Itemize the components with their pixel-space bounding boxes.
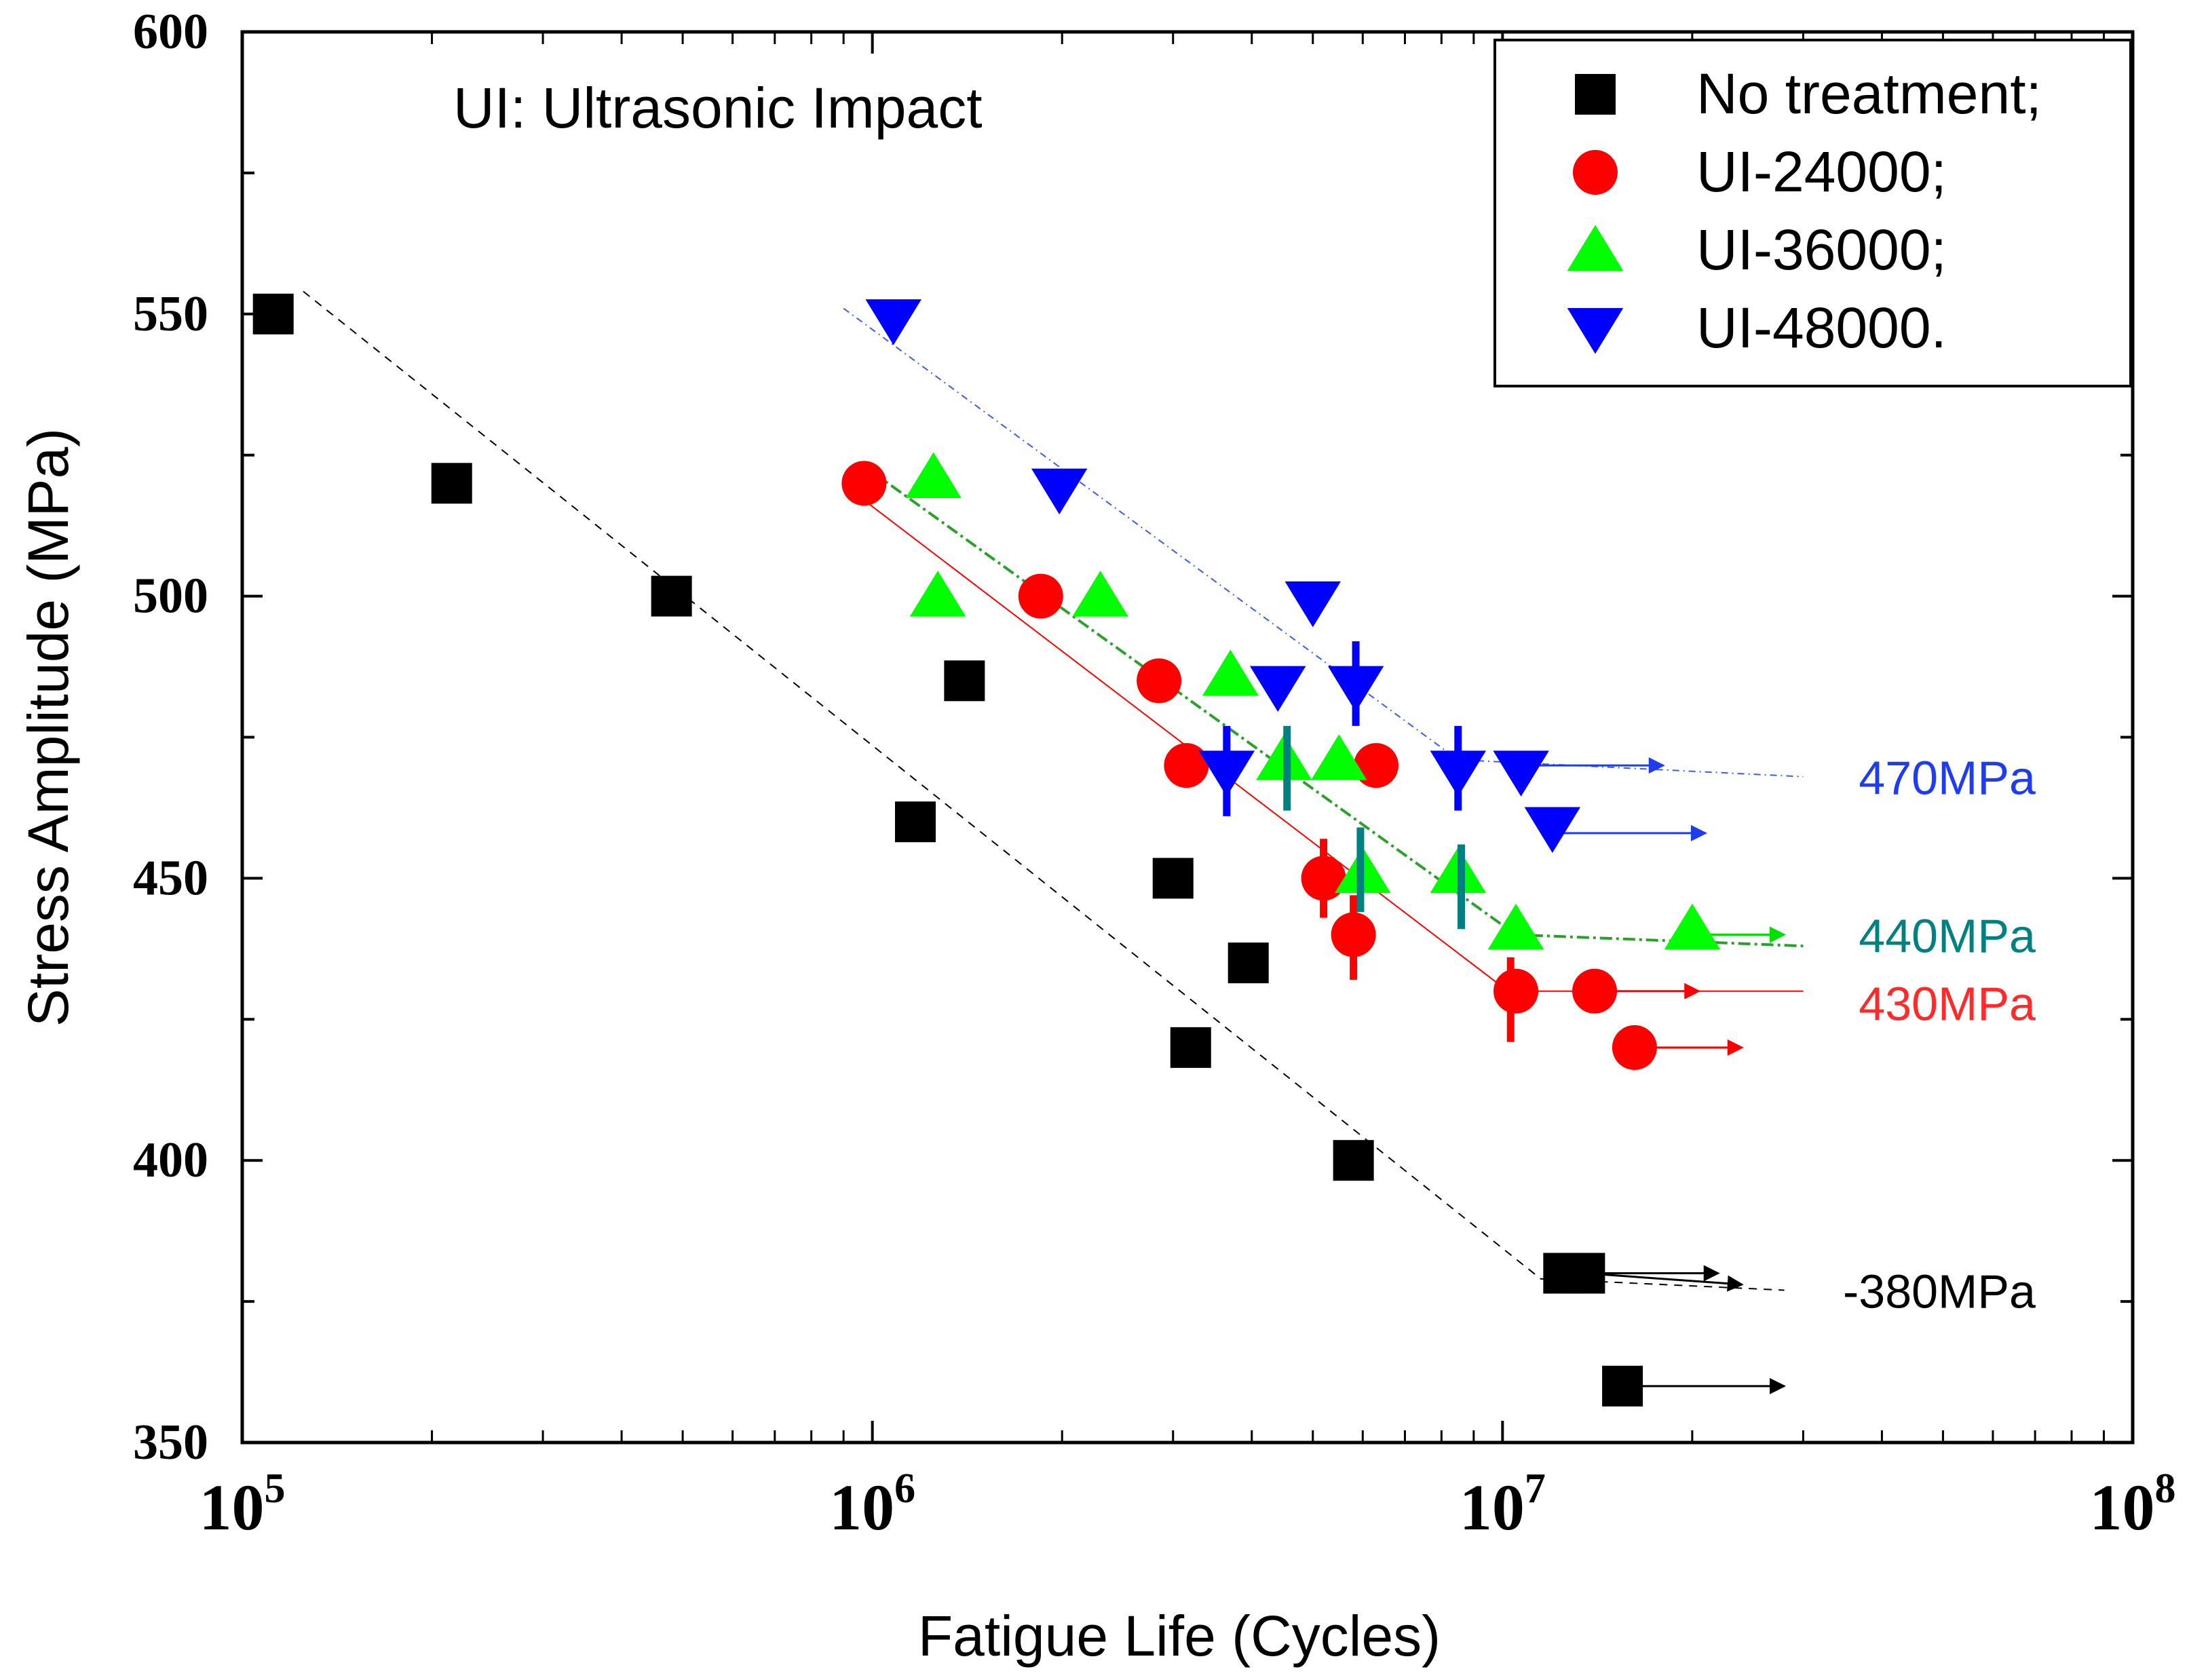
data-point-series-3: [1524, 807, 1581, 854]
x-tick-exponent: 7: [1525, 1466, 1546, 1512]
x-tick-exponent: 6: [894, 1466, 915, 1512]
x-tick-base: 10: [829, 1471, 894, 1544]
limit-labels-layer: -380MPa 430MPa 440MPa 470MPa: [1843, 752, 2036, 1318]
legend: No treatment; UI-24000; UI-36000; UI-48000.: [1493, 39, 2132, 387]
legend-entry-label: UI-24000;: [1696, 140, 1947, 204]
legend-marker: [1567, 308, 1624, 354]
limit-label: 470MPa: [1859, 752, 2036, 805]
data-point-series-2: [1310, 734, 1367, 780]
data-point-series-2: [905, 452, 962, 498]
data-point-series-1: [1164, 743, 1209, 788]
limit-label: 440MPa: [1859, 910, 2036, 963]
data-point-series-1: [1018, 573, 1063, 619]
data-point-series-0: [894, 801, 936, 843]
data-point-series-0: [1602, 1365, 1643, 1407]
data-point-series-3: [1493, 750, 1549, 797]
legend-entry-label: UI-36000;: [1696, 218, 1947, 282]
data-point-series-3: [1031, 468, 1088, 515]
x-axis-label: Fatigue Life (Cycles): [918, 1604, 1441, 1668]
data-point-series-3: [1284, 581, 1341, 628]
data-point-series-3: [865, 299, 921, 345]
data-point-series-2: [1664, 903, 1721, 950]
data-point-series-1: [1612, 1025, 1657, 1070]
legend-marker: [1575, 74, 1616, 115]
data-point-series-0: [1227, 942, 1269, 984]
y-tick-label: 450: [133, 850, 208, 906]
y-axis-label: Stress Amplitude (MPa): [16, 428, 80, 1027]
legend-entry-label: No treatment;: [1696, 62, 2042, 126]
data-point-series-1: [1493, 968, 1539, 1014]
y-tick-label: 350: [133, 1415, 208, 1470]
legend-marker: [1573, 150, 1618, 195]
limit-label: 430MPa: [1859, 977, 2036, 1030]
x-tick-base: 10: [199, 1471, 265, 1544]
chart-annotation: UI: Ultrasonic Impact: [453, 76, 983, 140]
limit-label: -380MPa: [1843, 1265, 2036, 1318]
x-tick-base: 10: [2090, 1471, 2155, 1544]
data-point-series-1: [1572, 968, 1618, 1014]
x-tick-label: 105: [199, 1466, 286, 1544]
data-point-series-0: [1152, 858, 1194, 899]
data-point-series-1: [1353, 743, 1398, 788]
data-point-series-2: [1487, 903, 1544, 950]
y-tick-label: 500: [133, 569, 208, 624]
x-tick-label: 108: [2090, 1466, 2176, 1544]
y-tick-label: 600: [133, 4, 208, 60]
x-tick-exponent: 8: [2155, 1466, 2176, 1512]
data-point-series-2: [909, 571, 966, 617]
error-bars-layer: [1223, 641, 1515, 1042]
x-tick-label: 107: [1460, 1466, 1546, 1544]
y-tick-label: 400: [133, 1132, 208, 1188]
x-tick-exponent: 5: [265, 1466, 286, 1512]
data-point-series-0: [1564, 1253, 1605, 1294]
data-point-series-1: [841, 461, 887, 506]
data-point-series-0: [431, 463, 472, 504]
data-point-series-2: [1072, 571, 1128, 617]
runout-arrow: [1584, 1272, 1744, 1292]
fit-line-series-0: [303, 290, 1785, 1291]
y-tick-label: 550: [133, 286, 208, 342]
legend-entry-label: UI-48000.: [1696, 296, 1947, 360]
data-point-series-0: [1333, 1140, 1374, 1181]
data-point-series-0: [944, 660, 985, 702]
data-point-series-2: [1202, 649, 1259, 696]
data-point-series-1: [1137, 658, 1182, 704]
legend-marker: [1567, 225, 1624, 271]
x-tick-label: 106: [829, 1466, 915, 1544]
data-point-series-0: [1170, 1027, 1211, 1068]
data-point-series-0: [651, 575, 692, 617]
data-point-series-3: [1249, 666, 1306, 712]
x-tick-base: 10: [1460, 1471, 1525, 1544]
